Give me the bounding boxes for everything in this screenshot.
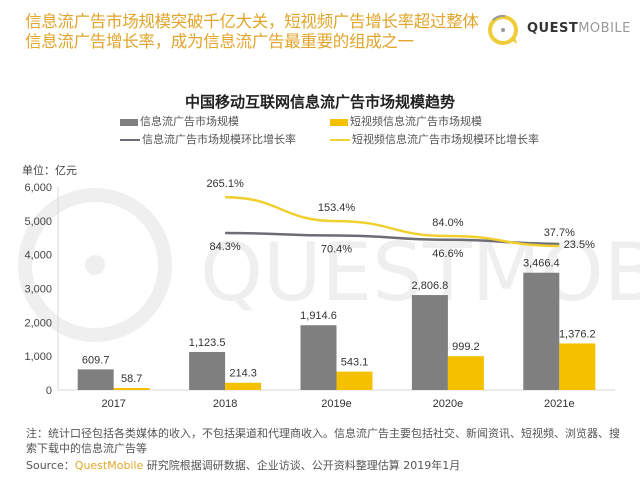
legend-swatch <box>330 118 348 126</box>
y-tick-label: 5,000 <box>24 216 52 228</box>
headline-line-2: 信息流广告增长率，成为信息流广告最重要的组成之一 <box>25 32 414 51</box>
bar-shortvideo <box>447 356 484 390</box>
line-data-label: 265.1% <box>206 178 244 190</box>
line-data-label: 84.3% <box>209 241 240 253</box>
bar-data-label: 1,123.5 <box>189 337 226 349</box>
legend-item-line-shortvideo: 短视频信息流广告市场规模环比增长率 <box>330 131 539 147</box>
questmobile-logo: QUESTMOBILE <box>485 10 635 50</box>
line-data-label: 37.7% <box>544 227 575 239</box>
bar-data-label: 3,466.4 <box>523 258 560 270</box>
x-tick-label: 2021e <box>544 398 575 410</box>
bar-total <box>77 369 114 390</box>
line-shortvideo-growth <box>225 195 560 248</box>
legend-item-bar-total: 信息流广告市场规模 <box>120 113 239 129</box>
y-tick-label: 6,000 <box>24 182 52 194</box>
bar-total <box>300 325 337 390</box>
y-axis-unit: 单位：亿元 <box>22 164 77 177</box>
y-tick-label: 4,000 <box>24 250 52 262</box>
bar-data-label: 1,914.6 <box>300 310 337 322</box>
line-data-label: 84.0% <box>432 217 463 229</box>
legend-line <box>330 139 350 141</box>
line-data-label: 70.4% <box>321 244 352 256</box>
bar-shortvideo <box>336 371 373 390</box>
bar-data-label: 58.7 <box>121 373 142 385</box>
source-line: Source：QuestMobile 研究院根据调研数据、企业访谈、公开资料整理… <box>26 459 461 472</box>
x-tick-label: 2018 <box>213 398 237 410</box>
y-tick-label: 3,000 <box>24 284 52 296</box>
logo-icon <box>488 14 518 45</box>
line-data-label: 46.6% <box>432 248 463 260</box>
bar-total <box>411 295 448 390</box>
legend-line <box>120 139 140 141</box>
line-data-label: 153.4% <box>318 202 356 214</box>
bar-data-label: 609.7 <box>82 354 110 366</box>
headline: 信息流广告市场规模突破千亿大关，短视频广告增长率超过整体 信息流广告增长率，成为… <box>25 12 495 52</box>
bar-shortvideo <box>559 343 596 390</box>
logo-text: QUESTMOBILE <box>527 21 631 36</box>
legend-item-line-total: 信息流广告市场规模环比增长率 <box>120 131 296 147</box>
legend-item-bar-shortvideo: 短视频信息流广告市场规模 <box>330 113 482 129</box>
legend-swatch <box>120 118 138 126</box>
bar-shortvideo <box>225 382 262 390</box>
bar-data-label: 999.2 <box>452 341 480 353</box>
line-data-label: 23.5% <box>564 239 595 251</box>
x-tick-label: 2020e <box>433 398 464 410</box>
chart-plot: QUESTMOBILE 0 1,000 2,000 3,000 4,000 5,000 6,… <box>18 178 640 410</box>
bar-data-label: 2,806.8 <box>412 280 449 292</box>
source-brand: QuestMobile <box>74 459 144 472</box>
bar-data-label: 214.3 <box>229 368 257 380</box>
bar-data-label: 1,376.2 <box>559 328 596 340</box>
bar-data-label: 543.1 <box>341 357 369 369</box>
x-tick-label: 2019e <box>321 398 352 410</box>
bar-shortvideo <box>113 388 150 390</box>
footnote: 注：统计口径包括各类媒体的收入，不包括渠道和代理商收入。信息流广告主要包括社交、… <box>26 427 620 455</box>
y-tick-label: 2,000 <box>24 317 52 329</box>
chart-title: 中国移动互联网信息流广告市场规模趋势 <box>184 93 455 111</box>
watermark: QUESTMOBILE <box>18 188 640 342</box>
y-tick-label: 1,000 <box>24 351 52 363</box>
headline-line-1: 信息流广告市场规模突破千亿大关，短视频广告增长率超过整体 <box>25 12 479 31</box>
bar-total <box>523 272 560 390</box>
bar-total <box>189 351 226 390</box>
y-tick-label: 0 <box>46 385 52 397</box>
x-tick-label: 2017 <box>101 398 125 410</box>
